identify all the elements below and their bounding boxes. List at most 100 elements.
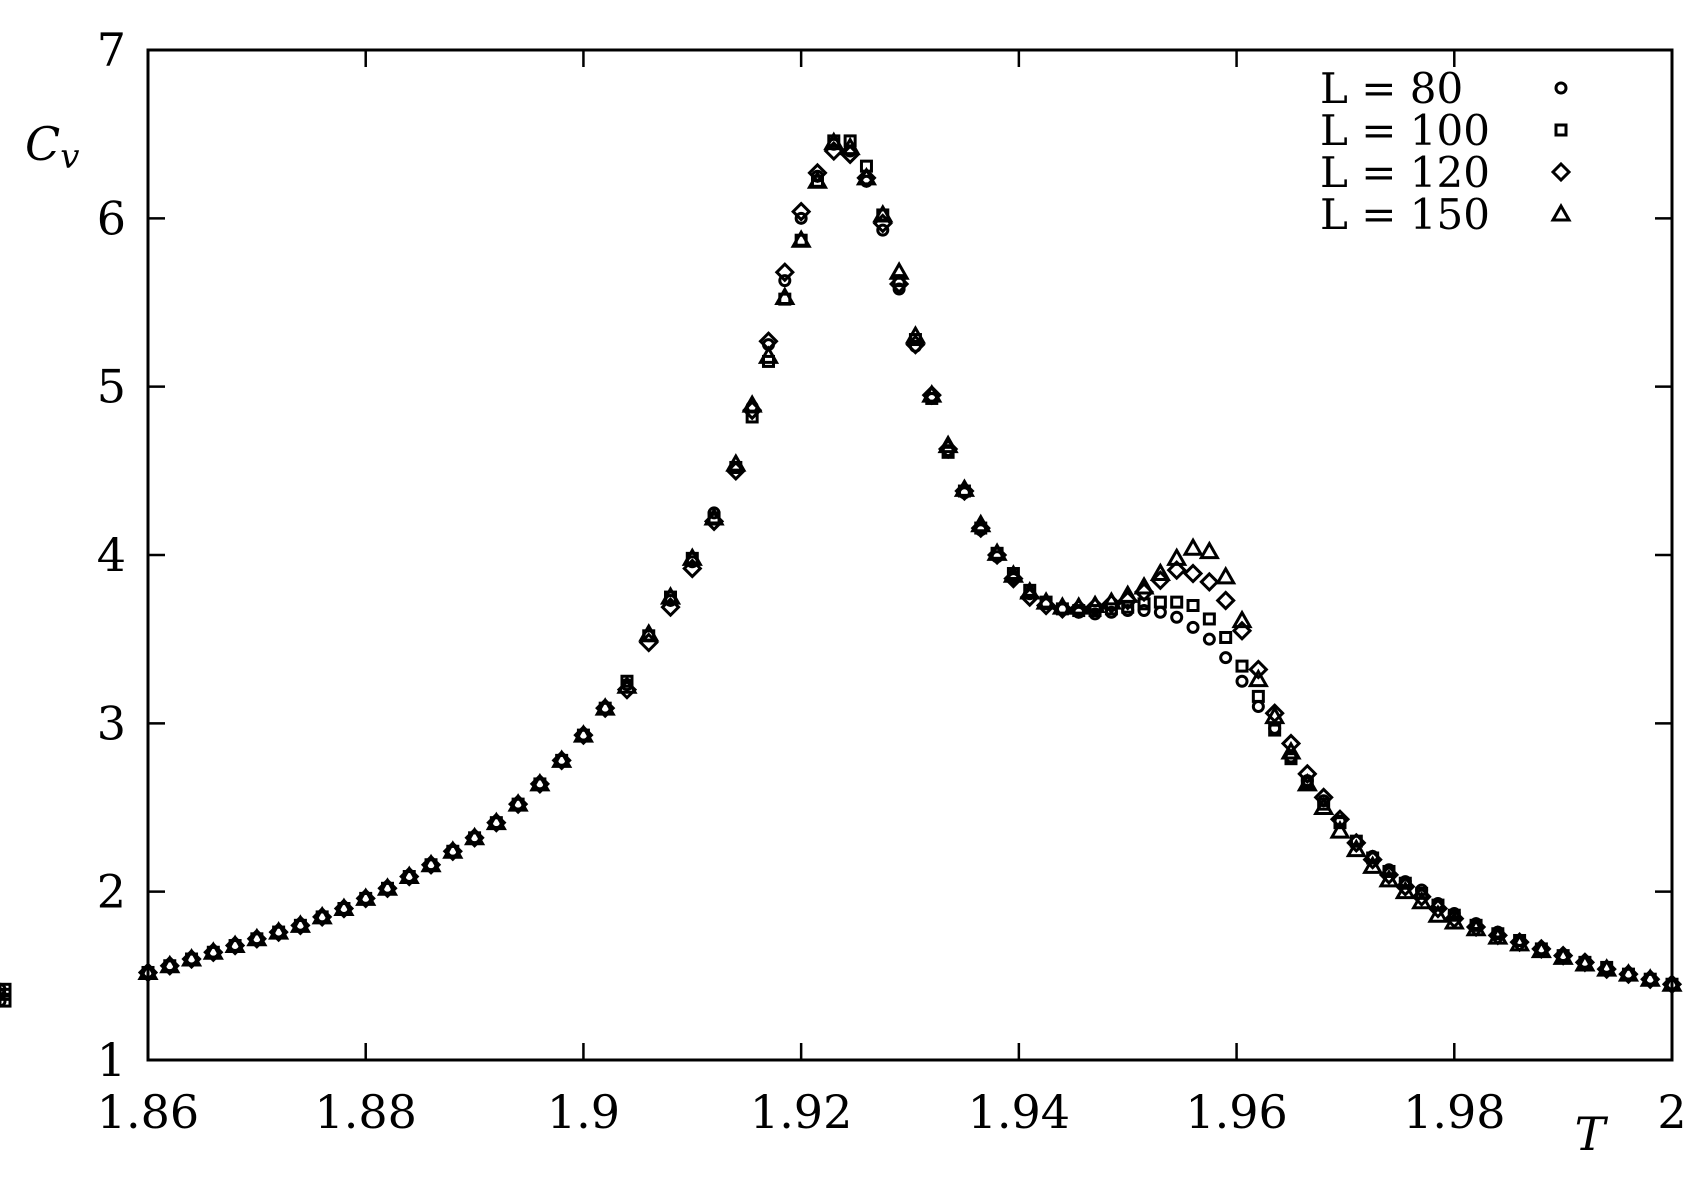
triangle-point [1596, 958, 1618, 977]
triangle-point [268, 921, 290, 940]
triangle-point [420, 853, 442, 873]
diamond-point [333, 898, 355, 919]
triangle-point [703, 506, 725, 526]
triangle-point [970, 513, 992, 533]
triangle-point [1166, 547, 1188, 566]
triangle-point [1509, 932, 1531, 952]
triangle-point [953, 478, 976, 497]
triangle-point [1427, 904, 1449, 923]
series-square [0, 134, 1679, 1008]
triangle-point [681, 547, 703, 566]
diamond-point [1215, 590, 1236, 611]
diamond-point [203, 942, 224, 963]
triangle-point [638, 623, 660, 642]
triangle-point [1035, 591, 1057, 610]
diamond-point [529, 773, 551, 795]
diamond-point [1313, 787, 1334, 808]
circle-point [0, 994, 7, 1008]
diamond-point [159, 955, 180, 976]
diamond-point [1346, 832, 1367, 853]
square-point [1268, 723, 1282, 737]
circle-point [1219, 651, 1233, 665]
y-axis-label-subscript: v [60, 137, 79, 177]
triangle-point [790, 229, 812, 248]
x-tick-label: 1.96 [1185, 1085, 1287, 1139]
series-triangle [137, 131, 1683, 992]
triangle-point [1465, 917, 1487, 937]
y-tick-label: 6 [97, 191, 126, 245]
diamond-point [268, 921, 289, 943]
triangle-point [376, 877, 399, 896]
legend-marker-circle [1554, 81, 1568, 95]
x-tick-label: 1.86 [97, 1085, 199, 1139]
circle-point [1137, 604, 1151, 618]
triangle-point [1329, 820, 1351, 839]
triangle-point [921, 384, 943, 403]
circle-point [1202, 632, 1216, 646]
circle-point [1235, 674, 1249, 688]
triangle-point [1574, 953, 1596, 972]
triangle-point [888, 261, 910, 280]
triangle-point [1394, 880, 1416, 900]
diamond-point [551, 750, 572, 771]
y-tick-label: 4 [97, 528, 126, 582]
triangle-point [1443, 910, 1465, 930]
diamond-point [1596, 958, 1617, 980]
diamond-point [312, 906, 333, 928]
triangle-point [1068, 596, 1090, 615]
triangle-point [159, 954, 181, 974]
x-tick-label: 1.9 [547, 1085, 620, 1139]
diamond-point [486, 812, 507, 833]
triangle-point [823, 131, 845, 151]
triangle-point [855, 166, 878, 186]
legend-marker-diamond [1550, 161, 1572, 183]
diamond-point [807, 162, 828, 184]
triangle-point [986, 542, 1008, 561]
diamond-point [442, 841, 463, 862]
legend-marker-triangle [1550, 202, 1572, 222]
triangle-point [1084, 594, 1106, 613]
triangle-point [485, 811, 507, 831]
triangle-point [774, 286, 796, 305]
triangle-point [659, 586, 682, 605]
triangle-point [507, 793, 529, 812]
diamond-point [1166, 560, 1187, 581]
square-point [1153, 595, 1167, 609]
triangle-point [1362, 855, 1384, 874]
triangle-point [289, 914, 311, 933]
triangle-point [202, 941, 224, 960]
diamond-point [1297, 763, 1318, 784]
triangle-point [1378, 868, 1400, 888]
diamond-point [1395, 876, 1416, 897]
triangle-point [333, 897, 355, 916]
diamond-point [1378, 864, 1400, 885]
diamond-point [1248, 659, 1269, 680]
circle-point [1251, 700, 1265, 713]
y-axis-label: Cv [25, 117, 79, 177]
triangle-point [1280, 740, 1302, 760]
x-tick-label: 1.92 [750, 1085, 852, 1139]
triangle-point [311, 905, 333, 925]
triangle-point [246, 927, 268, 947]
diamond-point [507, 794, 529, 815]
square-point [1186, 599, 1200, 612]
diamond-point [246, 928, 267, 949]
triangle-point [616, 675, 638, 694]
diamond-point [1411, 886, 1432, 907]
diamond-point [888, 273, 910, 295]
square-point [1202, 612, 1216, 626]
diamond-point [420, 854, 442, 875]
legend-label: L = 150 [1320, 190, 1490, 239]
legend-label: L = 80 [1320, 64, 1463, 113]
diamond-point [856, 167, 877, 189]
diamond-point [399, 866, 420, 887]
triangle-point [872, 203, 894, 223]
circle-point [778, 274, 792, 288]
square-point [1235, 659, 1249, 673]
diamond-point [921, 384, 942, 406]
y-axis-tick-labels: 1 2 3 4 5 6 7 [97, 23, 126, 1087]
triangle-point [757, 345, 780, 364]
triangle-point [839, 136, 861, 156]
triangle-point [463, 826, 486, 846]
diamond-point [1329, 809, 1351, 830]
